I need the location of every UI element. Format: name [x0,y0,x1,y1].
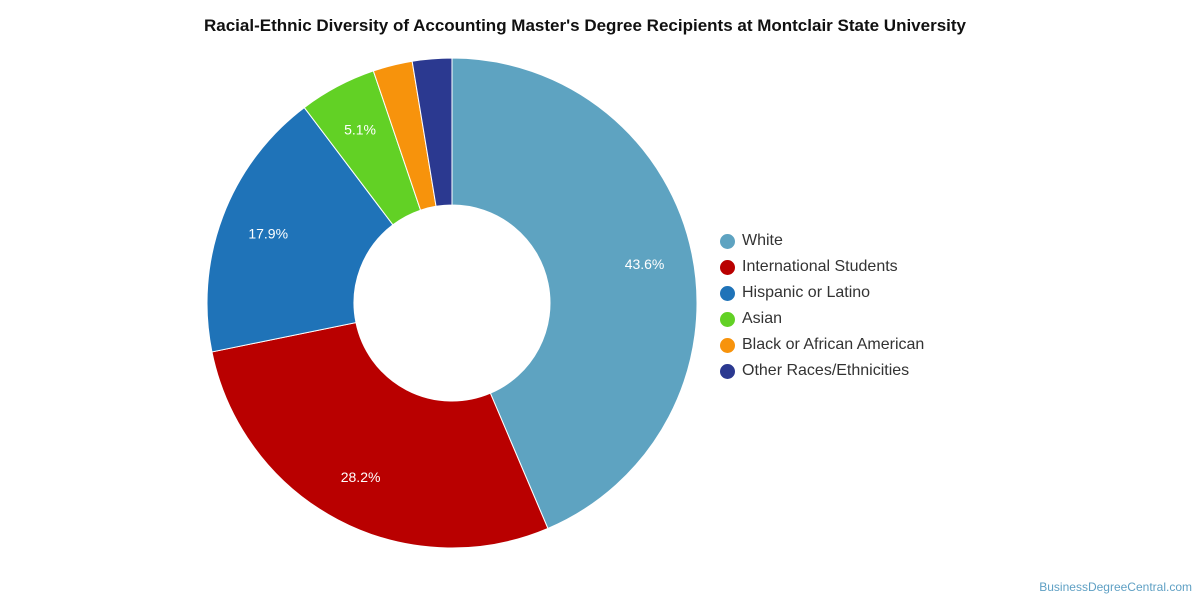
slice-white[interactable] [451,57,698,530]
slice-other-races-ethnicities[interactable] [411,57,453,207]
slice-hispanic-or-latino[interactable] [206,106,394,353]
slice-value-label: 5.1% [344,121,376,137]
legend-label: Asian [742,310,783,327]
legend-swatch [720,285,735,301]
legend-label: White [742,232,783,249]
chart-legend: White International Students Hispanic or L… [720,228,924,384]
legend-swatch [720,311,735,327]
chart-title: Racial-Ethnic Diversity of Accounting Ma… [203,16,966,35]
legend-label: Other Races/Ethnicities [742,362,910,379]
legend-item[interactable]: Asian [720,306,924,332]
slice-international-students[interactable] [211,321,549,549]
legend-item[interactable]: Black or African American [720,332,924,358]
legend-item[interactable]: Other Races/Ethnicities [720,358,924,384]
legend-swatch [720,337,735,353]
legend-swatch [720,363,735,379]
legend-label: International Students [742,258,898,275]
legend-item[interactable]: Hispanic or Latino [720,280,924,306]
source-credit[interactable]: BusinessDegreeCentral.com [1039,580,1192,594]
legend-label: Black or African American [742,336,925,353]
legend-label: Hispanic or Latino [742,284,871,301]
legend-swatch [720,233,735,249]
legend-item[interactable]: White [720,228,924,254]
slice-value-label: 43.6% [625,256,665,272]
slice-value-label: 28.2% [341,469,381,485]
legend-swatch [720,259,735,275]
slice-value-label: 17.9% [248,226,288,242]
legend-item[interactable]: International Students [720,254,924,280]
